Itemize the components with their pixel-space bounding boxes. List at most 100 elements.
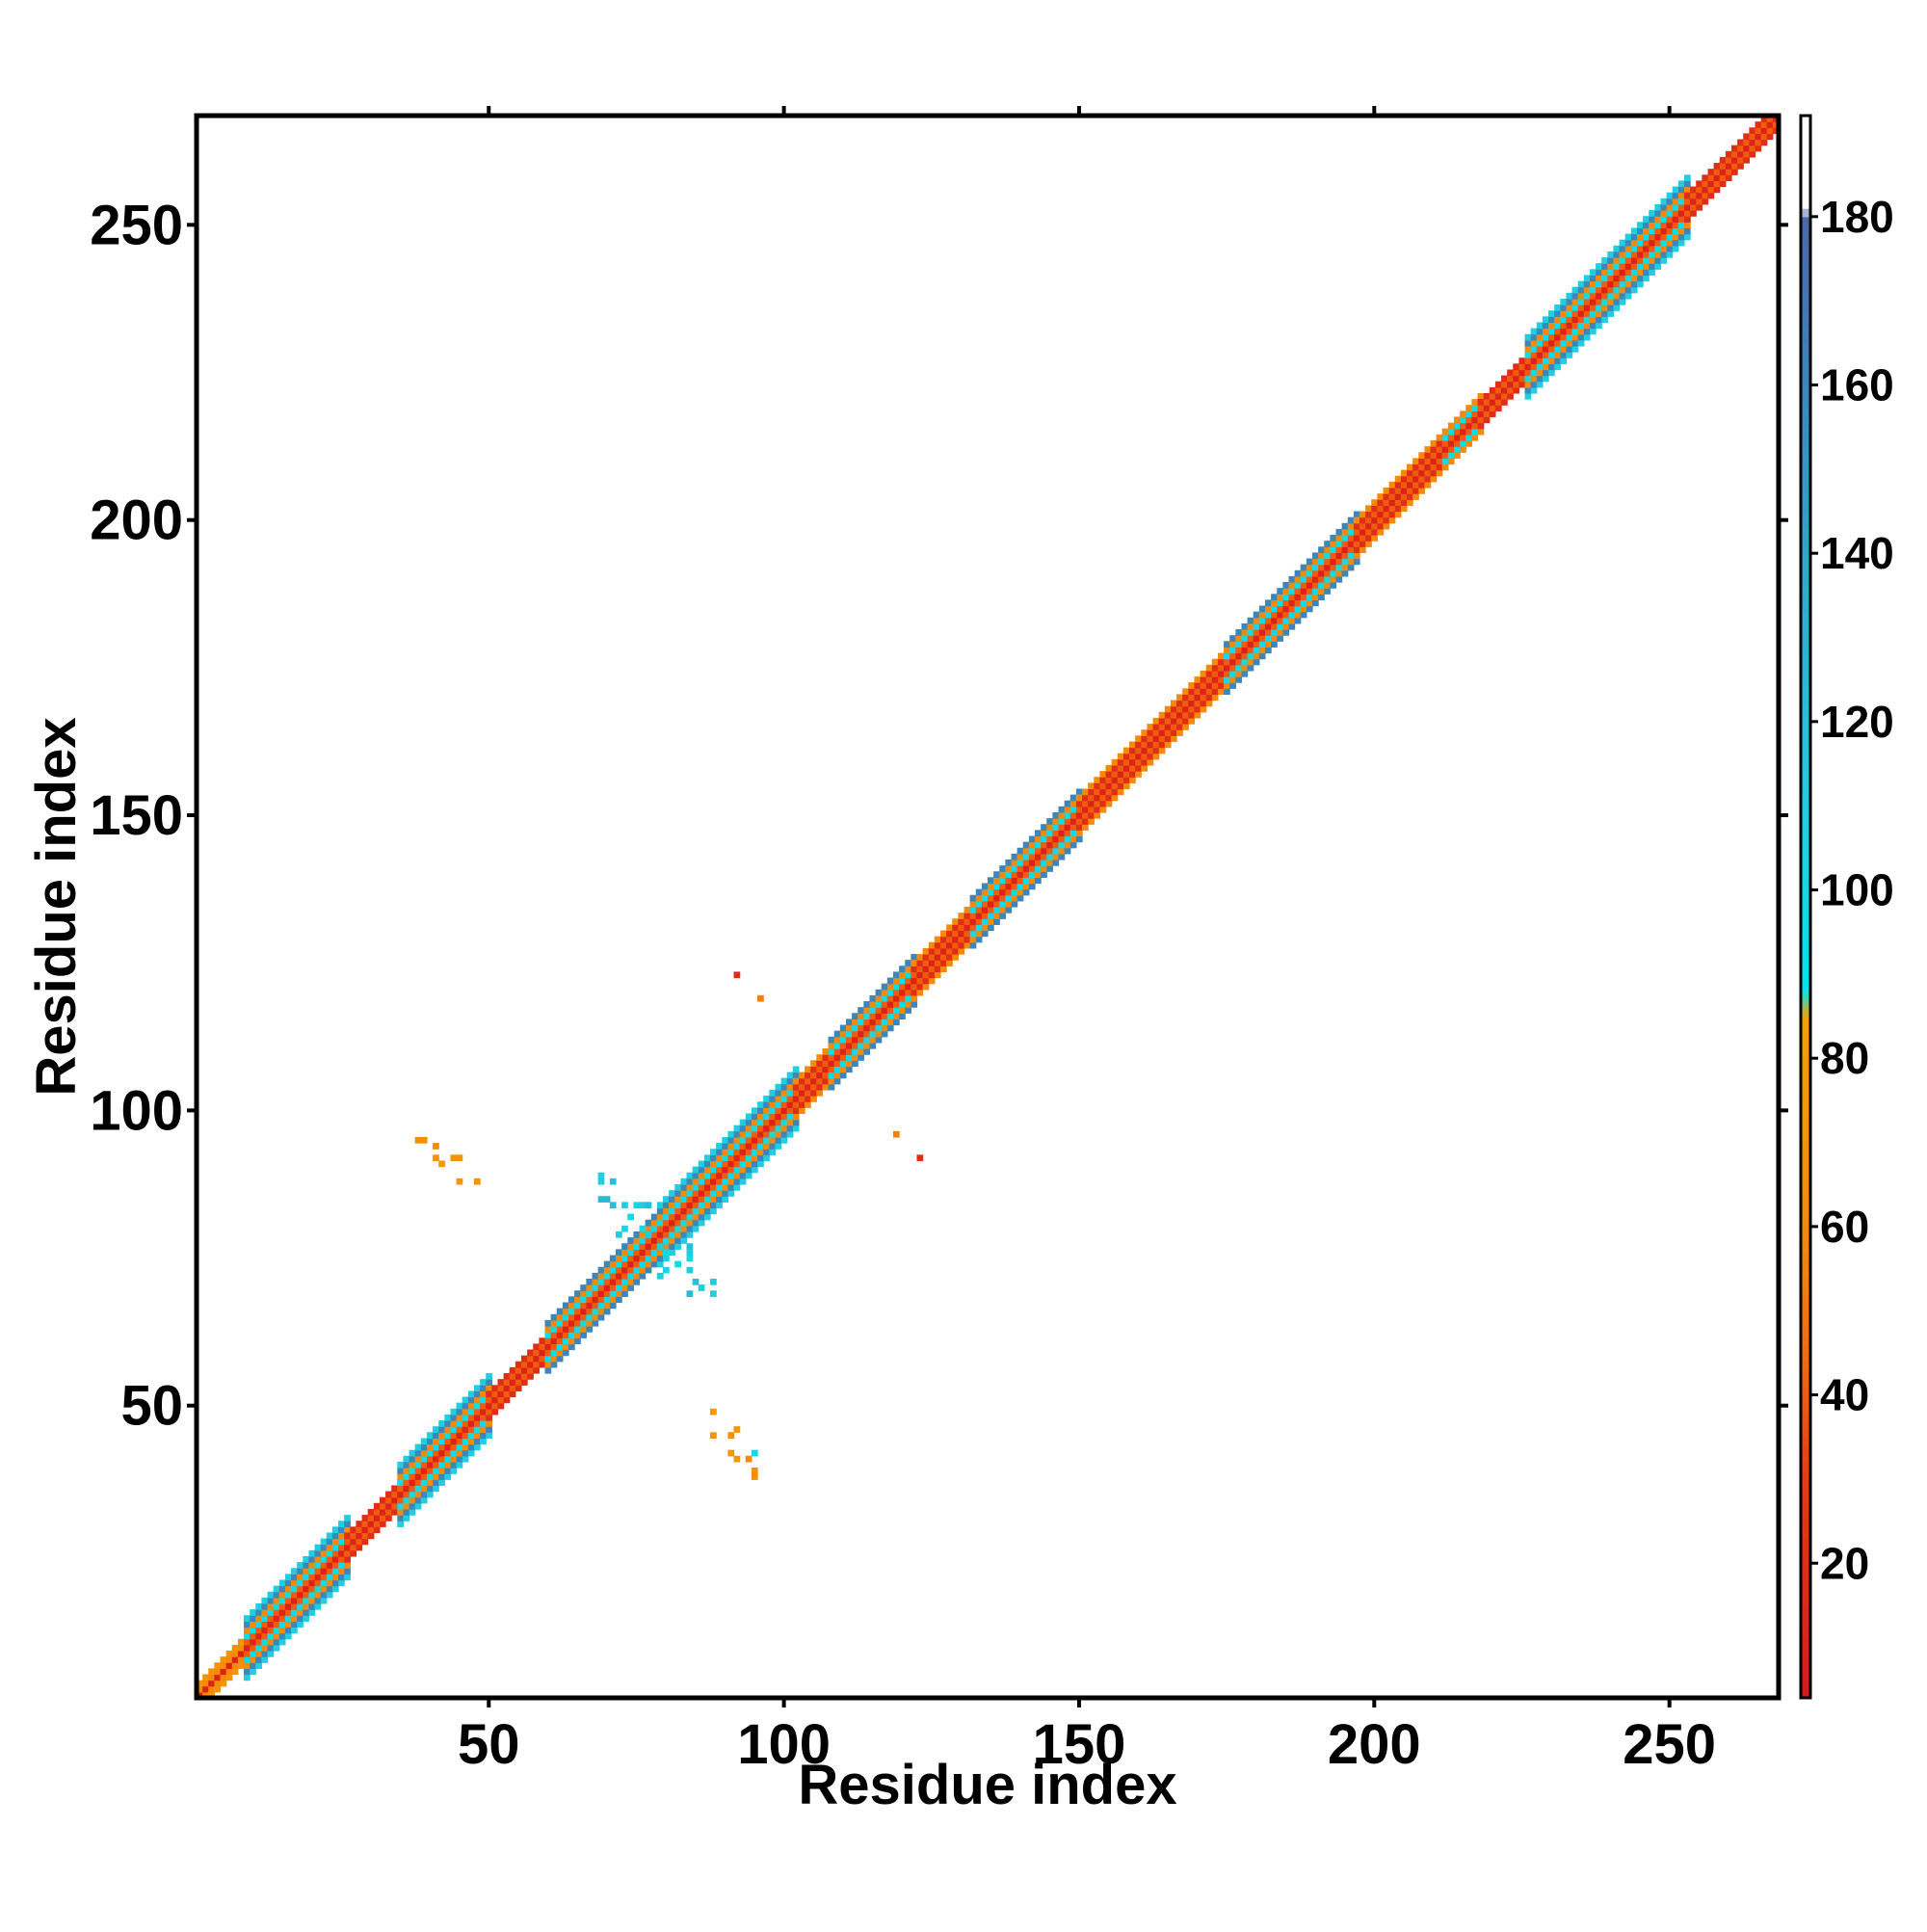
heatmap-cell bbox=[237, 1656, 245, 1663]
heatmap-cell bbox=[550, 1326, 558, 1333]
heatmap-cell bbox=[308, 1602, 316, 1610]
heatmap-cell bbox=[278, 1615, 286, 1622]
heatmap-cell bbox=[650, 1255, 658, 1262]
heatmap-cell bbox=[261, 1632, 269, 1640]
heatmap-cell bbox=[751, 1136, 758, 1144]
heatmap-cell bbox=[326, 1568, 333, 1575]
heatmap-cell bbox=[852, 1048, 858, 1055]
heatmap-cell bbox=[1583, 322, 1591, 330]
heatmap-cell bbox=[278, 1602, 286, 1610]
heatmap-cell bbox=[1271, 641, 1278, 648]
heatmap-cell bbox=[892, 994, 900, 1002]
heatmap-cell bbox=[486, 1385, 492, 1392]
heatmap-cell bbox=[1247, 641, 1254, 648]
heatmap-cell bbox=[616, 1272, 622, 1280]
heatmap-cell bbox=[899, 994, 906, 1002]
heatmap-cell bbox=[1353, 522, 1360, 530]
heatmap-cell bbox=[1677, 227, 1685, 235]
heatmap-cell bbox=[663, 1225, 670, 1232]
heatmap-cell bbox=[1300, 599, 1307, 607]
heatmap-cell bbox=[1247, 658, 1254, 666]
heatmap-cell bbox=[420, 1438, 428, 1445]
colorbar-segment bbox=[1801, 1133, 1810, 1144]
heatmap-cell bbox=[255, 1621, 262, 1628]
heatmap-cell bbox=[1725, 169, 1732, 175]
heatmap-cell bbox=[344, 1532, 351, 1540]
heatmap-cell bbox=[197, 1691, 203, 1699]
heatmap-cell bbox=[1300, 605, 1307, 613]
heatmap-cell bbox=[1424, 446, 1432, 453]
heatmap-cell bbox=[367, 1508, 375, 1516]
heatmap-cell bbox=[237, 1644, 245, 1652]
heatmap-cell bbox=[1383, 522, 1390, 530]
heatmap-cell bbox=[1088, 800, 1095, 807]
heatmap-cell bbox=[1069, 835, 1077, 843]
colorbar-segment bbox=[1801, 754, 1810, 765]
heatmap-cell bbox=[939, 954, 947, 961]
heatmap-cell bbox=[426, 1443, 434, 1451]
heatmap-cell bbox=[805, 1072, 811, 1079]
heatmap-cell bbox=[1335, 535, 1343, 542]
heatmap-cell bbox=[946, 960, 953, 966]
heatmap-cell bbox=[663, 1237, 670, 1244]
heatmap-cell bbox=[911, 971, 918, 979]
heatmap-cell bbox=[467, 1438, 475, 1445]
colorbar-segment bbox=[1801, 982, 1810, 992]
heatmap-cell bbox=[1277, 629, 1283, 636]
heatmap-cell bbox=[1583, 286, 1591, 294]
heatmap-cell bbox=[214, 1662, 222, 1669]
heatmap-cell bbox=[1241, 658, 1249, 666]
heatmap-cell bbox=[1730, 145, 1738, 152]
heatmap-cell bbox=[863, 1001, 871, 1008]
heatmap-cell bbox=[1601, 263, 1608, 270]
heatmap-cell bbox=[244, 1668, 251, 1676]
heatmap-cell bbox=[686, 1290, 694, 1297]
heatmap-cell bbox=[314, 1602, 322, 1610]
heatmap-cell bbox=[751, 1107, 758, 1115]
heatmap-cell bbox=[527, 1355, 534, 1363]
heatmap-cell bbox=[1677, 233, 1685, 241]
heatmap-cell bbox=[1577, 328, 1585, 335]
colorbar-segment bbox=[1801, 1638, 1810, 1649]
heatmap-cell bbox=[1524, 345, 1532, 353]
colorbar-segment bbox=[1801, 578, 1810, 588]
heatmap-cell bbox=[845, 1066, 853, 1073]
heatmap-cell bbox=[1577, 333, 1585, 341]
colorbar-segment bbox=[1801, 679, 1810, 689]
heatmap-cell bbox=[1400, 481, 1408, 489]
heatmap-cell bbox=[1725, 174, 1732, 181]
heatmap-cell bbox=[1542, 357, 1549, 364]
heatmap-cell bbox=[261, 1644, 269, 1652]
heatmap-cell bbox=[237, 1638, 245, 1646]
heatmap-cell bbox=[1471, 405, 1479, 411]
heatmap-cell bbox=[946, 930, 953, 938]
heatmap-cell bbox=[1011, 865, 1018, 872]
heatmap-cell bbox=[1560, 298, 1568, 305]
heatmap-cell bbox=[1300, 564, 1307, 571]
heatmap-cell bbox=[645, 1266, 652, 1274]
heatmap-cell bbox=[403, 1508, 410, 1516]
heatmap-cell bbox=[314, 1597, 322, 1604]
heatmap-cell bbox=[338, 1544, 345, 1551]
heatmap-cell bbox=[1229, 647, 1236, 654]
heatmap-cell bbox=[586, 1326, 594, 1333]
heatmap-cell bbox=[1649, 257, 1655, 264]
heatmap-cell bbox=[326, 1532, 333, 1540]
heatmap-cell bbox=[810, 1083, 817, 1091]
heatmap-cell bbox=[284, 1591, 292, 1599]
heatmap-cell bbox=[1016, 883, 1024, 890]
heatmap-cell bbox=[1613, 275, 1621, 282]
heatmap-cell bbox=[645, 1202, 652, 1209]
heatmap-cell bbox=[739, 1119, 747, 1126]
heatmap-cell bbox=[650, 1243, 658, 1250]
heatmap-cell bbox=[798, 1107, 805, 1115]
heatmap-cell bbox=[1158, 747, 1166, 754]
colorbar-segment bbox=[1801, 1125, 1810, 1135]
heatmap-cell bbox=[1589, 310, 1597, 317]
heatmap-cell bbox=[1483, 416, 1491, 424]
heatmap-cell bbox=[633, 1202, 641, 1209]
heatmap-cell bbox=[922, 966, 930, 972]
heatmap-cell bbox=[1330, 535, 1337, 542]
heatmap-cell bbox=[1005, 865, 1013, 872]
heatmap-cell bbox=[852, 1060, 858, 1068]
